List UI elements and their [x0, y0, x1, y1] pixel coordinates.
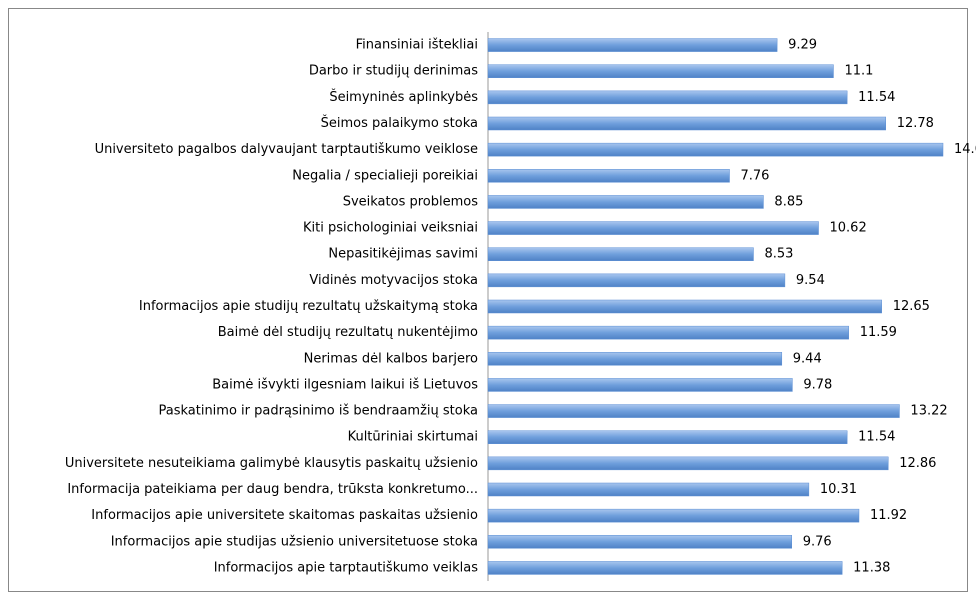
- value-label: 12.78: [897, 116, 934, 131]
- bar: [487, 64, 834, 78]
- value-label: 10.62: [830, 221, 867, 236]
- value-label: 9.29: [788, 38, 817, 53]
- category-label: Darbo ir studijų derinimas: [309, 64, 478, 79]
- value-label: 7.76: [741, 168, 770, 183]
- bar: [487, 404, 900, 418]
- value-label: 11.54: [858, 90, 895, 105]
- value-label: 11.38: [853, 560, 890, 575]
- category-label: Kiti psichologiniai veiksniai: [303, 221, 478, 236]
- category-label: Negalia / specialieji poreikiai: [292, 168, 478, 183]
- value-label: 12.65: [893, 299, 930, 314]
- bar: [487, 378, 793, 392]
- category-label: Universiteto pagalbos dalyvaujant tarpta…: [95, 142, 478, 157]
- value-label: 8.53: [764, 247, 793, 262]
- bar: [487, 116, 886, 131]
- value-label: 14.62: [954, 142, 976, 157]
- value-label: 12.86: [899, 456, 936, 471]
- value-label: 11.1: [844, 64, 873, 79]
- bar: [487, 221, 819, 235]
- category-label: Paskatinimo ir padrąsinimo iš bendraamži…: [158, 404, 478, 419]
- category-label: Vidinės motyvacijos stoka: [309, 273, 478, 288]
- category-label: Informacijos apie tarptautiškumo veiklas: [214, 560, 479, 575]
- bar: [487, 456, 889, 471]
- category-label: Universitete nesuteikiama galimybė klaus…: [65, 456, 478, 471]
- value-label: 11.59: [860, 325, 897, 340]
- value-label: 9.78: [803, 377, 832, 392]
- bar: [487, 508, 860, 523]
- category-label: Baimė dėl studijų rezultatų nukentėjimo: [218, 325, 478, 340]
- value-label: 11.92: [870, 508, 907, 523]
- bar: [487, 299, 882, 314]
- value-label: 10.31: [820, 482, 857, 497]
- value-label: 9.54: [796, 273, 825, 288]
- bar: [487, 561, 843, 575]
- bar: [487, 273, 786, 288]
- category-label: Baimė išvykti ilgesniam laikui iš Lietuv…: [212, 377, 478, 392]
- bar: [487, 142, 944, 157]
- bar: [487, 430, 848, 444]
- category-label: Šeimyninės aplinkybės: [329, 89, 478, 105]
- bar: [487, 90, 848, 105]
- bar: [487, 169, 730, 183]
- value-label: 9.76: [803, 534, 832, 549]
- bar: [487, 247, 754, 261]
- category-label: Informacijos apie studijas užsienio univ…: [111, 534, 478, 549]
- category-label: Informacijos apie universitete skaitomas…: [91, 508, 478, 523]
- category-label: Nepasitikėjimas savimi: [328, 247, 478, 262]
- value-label: 8.85: [774, 194, 803, 209]
- value-label: 9.44: [793, 351, 822, 366]
- bar: [487, 535, 792, 549]
- bar: [487, 38, 778, 52]
- category-label: Informacija pateikiama per daug bendra, …: [67, 482, 478, 497]
- bar: [487, 482, 810, 497]
- value-label: 11.54: [858, 430, 895, 445]
- bar: [487, 195, 764, 209]
- category-label: Nerimas dėl kalbos barjero: [304, 351, 478, 366]
- bar: [487, 325, 849, 340]
- category-label: Šeimos palaikymo stoka: [321, 115, 478, 131]
- value-label: 13.22: [910, 404, 947, 419]
- category-label: Kultūriniai skirtumai: [348, 430, 478, 445]
- category-label: Finansiniai ištekliai: [356, 38, 478, 53]
- category-label: Informacijos apie studijų rezultatų užsk…: [139, 299, 478, 314]
- bar: [487, 352, 783, 366]
- category-label: Sveikatos problemos: [343, 194, 479, 209]
